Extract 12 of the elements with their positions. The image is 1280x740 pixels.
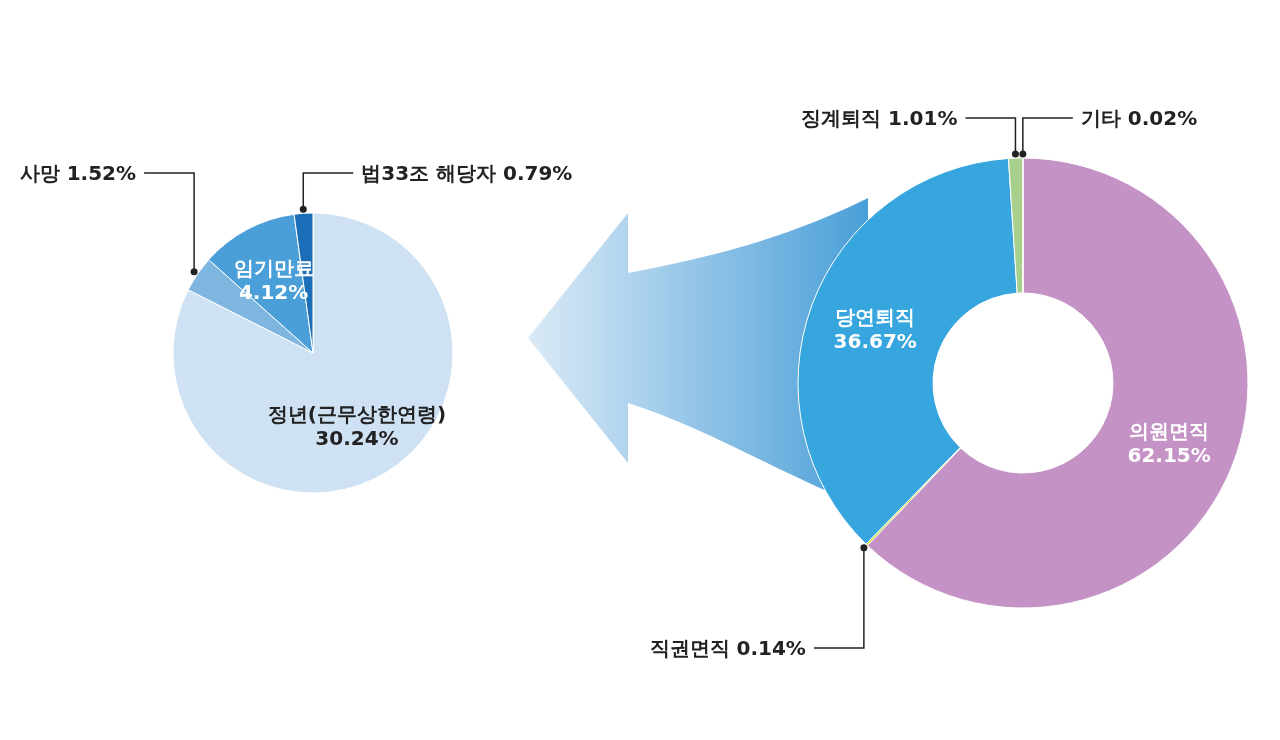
slice-label: 사망 1.52%: [19, 161, 137, 185]
slice-label: 당연퇴직: [835, 305, 916, 330]
slice-label: 정년(근무상한연령): [267, 401, 447, 426]
pie-slice: [172, 212, 454, 494]
slice-label: 기타 0.02%: [1080, 106, 1198, 130]
slice-label: 법33조 해당자 0.79%: [361, 161, 573, 185]
slice-label: 징계퇴직 1.01%: [801, 106, 958, 130]
data-label: 30.24%: [315, 425, 399, 450]
slice-label: 직권면직 0.14%: [649, 636, 806, 660]
data-label: 62.15%: [1127, 442, 1211, 467]
data-label: 36.67%: [833, 329, 917, 354]
slice-label: 의원면직: [1129, 418, 1210, 443]
